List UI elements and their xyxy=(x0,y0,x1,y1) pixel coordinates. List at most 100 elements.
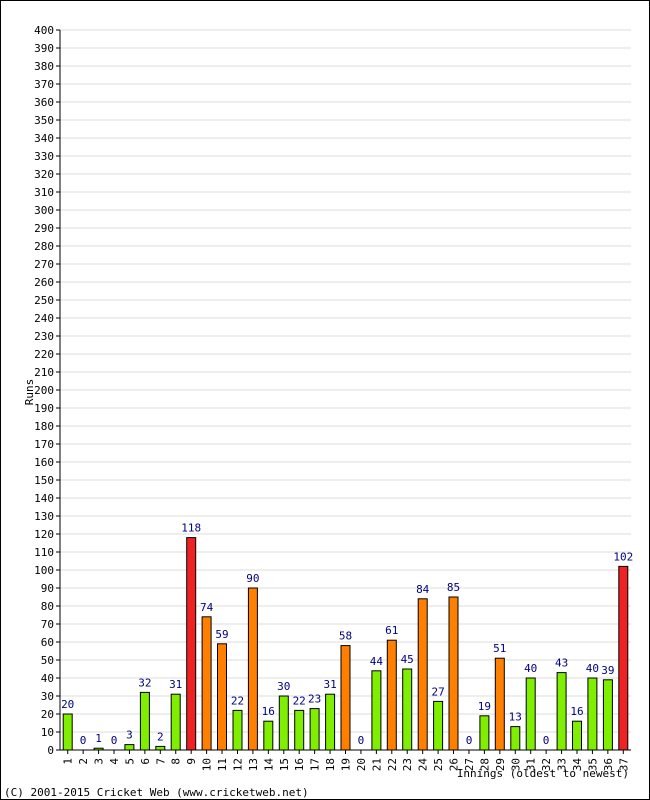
y-tick-label: 220 xyxy=(34,348,54,361)
y-tick-label: 260 xyxy=(34,276,54,289)
bar xyxy=(247,587,258,751)
x-tick-label: 23 xyxy=(401,758,414,771)
x-tick-label: 35 xyxy=(586,758,599,771)
x-tick-label: 37 xyxy=(617,758,630,771)
bar-value-label: 16 xyxy=(570,705,583,718)
x-tick-label: 31 xyxy=(525,758,538,771)
bar-value-label: 45 xyxy=(401,653,414,666)
bar xyxy=(417,598,428,751)
bar-value-label: 51 xyxy=(493,642,506,655)
y-tick-label: 140 xyxy=(34,492,54,505)
y-tick-label: 380 xyxy=(34,60,54,73)
bar xyxy=(278,695,289,751)
bar-value-label: 84 xyxy=(416,583,430,596)
bar-value-label: 1 xyxy=(95,732,102,745)
bar-value-label: 102 xyxy=(613,550,633,563)
y-tick-label: 50 xyxy=(41,654,54,667)
bar xyxy=(217,643,227,751)
bar xyxy=(155,745,166,751)
bar xyxy=(325,693,336,751)
bar xyxy=(170,693,181,751)
x-tick-label: 17 xyxy=(309,758,322,771)
y-tick-label: 30 xyxy=(41,690,54,703)
bar xyxy=(618,565,629,751)
bar-value-label: 90 xyxy=(246,572,259,585)
y-tick-label: 360 xyxy=(34,96,54,109)
x-tick-label: 24 xyxy=(417,758,430,772)
y-tick-label: 130 xyxy=(34,510,54,523)
bar xyxy=(232,709,243,751)
y-tick-label: 60 xyxy=(41,636,54,649)
bar-value-label: 85 xyxy=(447,581,460,594)
bar xyxy=(124,744,135,751)
y-tick-label: 370 xyxy=(34,78,54,91)
y-tick-label: 200 xyxy=(34,384,54,397)
y-tick-label: 160 xyxy=(34,456,54,469)
bar xyxy=(402,668,413,751)
y-tick-label: 10 xyxy=(41,726,54,739)
bar-value-label: 61 xyxy=(385,624,398,637)
y-tick-label: 390 xyxy=(34,42,54,55)
x-tick-label: 7 xyxy=(154,758,167,765)
x-tick-label: 22 xyxy=(386,758,399,771)
x-tick-label: 33 xyxy=(556,758,569,771)
y-tick-label: 340 xyxy=(34,132,54,145)
bar xyxy=(525,677,536,751)
bar-value-label: 27 xyxy=(431,685,444,698)
bar xyxy=(62,713,73,751)
y-tick-label: 90 xyxy=(41,582,54,595)
bar-value-label: 0 xyxy=(111,734,118,747)
x-axis-label: Innings (oldest to newest) xyxy=(457,767,629,780)
y-tick-label: 80 xyxy=(41,600,54,613)
bar xyxy=(510,726,521,751)
x-tick-label: 25 xyxy=(432,758,445,771)
x-tick-label: 27 xyxy=(463,758,476,771)
y-tick-label: 330 xyxy=(34,150,54,163)
bar-value-label: 44 xyxy=(370,655,384,668)
bar-value-label: 0 xyxy=(80,734,87,747)
bar xyxy=(572,720,582,751)
y-tick-label: 100 xyxy=(34,564,54,577)
y-tick-label: 70 xyxy=(41,618,54,631)
bar xyxy=(479,715,490,751)
bar xyxy=(602,679,613,751)
x-tick-label: 10 xyxy=(201,758,214,771)
bar-value-label: 22 xyxy=(231,694,244,707)
y-tick-label: 180 xyxy=(34,420,54,433)
bar-value-label: 43 xyxy=(555,657,568,670)
y-axis-ticks: 0 10 20 30 40 50 60 70 80 90 100 110 120 130 140 150 160… xyxy=(34,24,60,757)
bar-value-label: 19 xyxy=(478,700,491,713)
bar xyxy=(263,720,274,751)
x-tick-label: 20 xyxy=(355,758,368,771)
x-tick-label: 1 xyxy=(62,758,75,765)
bar-value-label: 0 xyxy=(466,734,473,747)
bar xyxy=(587,677,598,751)
x-tick-label: 18 xyxy=(324,758,337,771)
bar-value-label: 118 xyxy=(181,522,201,535)
bar-value-label: 31 xyxy=(169,678,182,691)
bar xyxy=(433,700,444,751)
x-tick-label: 36 xyxy=(602,758,615,771)
x-axis-ticks: 1 2 3 4 5 6 7 8 9 10 11 12 13 14 15 16 17 18 19 20 21 22 23 24 2… xyxy=(62,750,630,772)
bar-value-label: 32 xyxy=(138,676,151,689)
x-tick-label: 30 xyxy=(509,758,522,771)
bars xyxy=(62,537,629,751)
bar-value-label: 59 xyxy=(215,628,228,641)
bar-value-label: 20 xyxy=(61,698,74,711)
bar-value-label: 0 xyxy=(543,734,550,747)
y-tick-label: 280 xyxy=(34,240,54,253)
y-tick-label: 300 xyxy=(34,204,54,217)
bar-value-label: 3 xyxy=(126,729,133,742)
x-tick-label: 12 xyxy=(232,758,245,771)
bar xyxy=(448,596,459,751)
bar-value-label: 30 xyxy=(277,680,290,693)
bar-value-label: 2 xyxy=(157,730,164,743)
y-tick-label: 170 xyxy=(34,438,54,451)
x-tick-label: 3 xyxy=(93,758,106,765)
y-tick-label: 0 xyxy=(47,744,54,757)
bar-value-label: 0 xyxy=(358,734,365,747)
y-tick-label: 310 xyxy=(34,186,54,199)
y-axis-label: Runs xyxy=(23,379,36,406)
